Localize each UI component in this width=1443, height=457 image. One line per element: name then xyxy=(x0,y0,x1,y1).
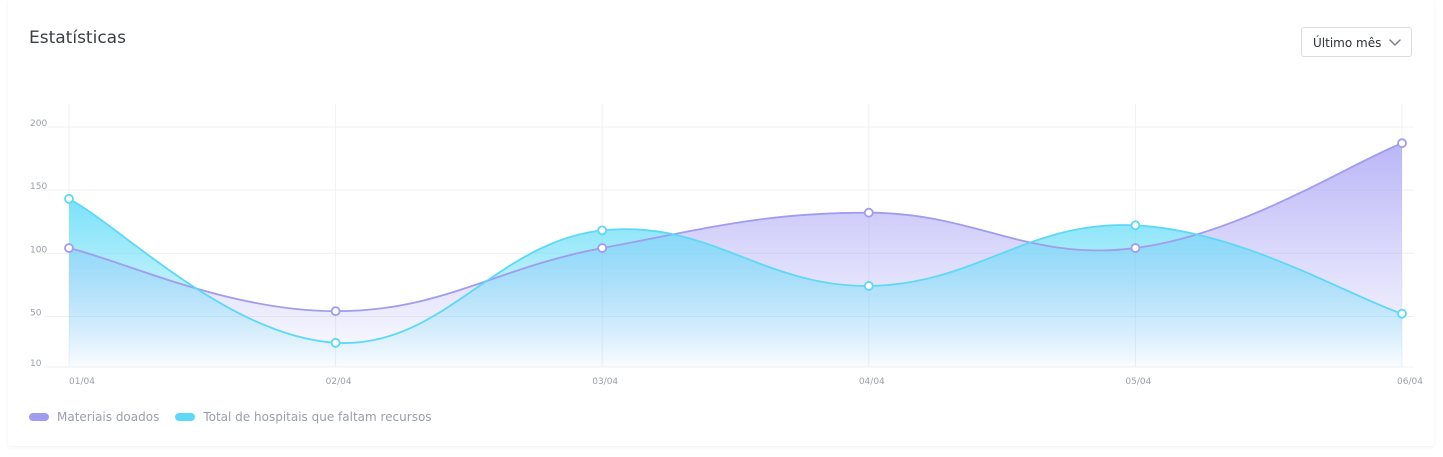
y-tick-label: 10 xyxy=(30,359,42,369)
point-hospitais[interactable] xyxy=(863,281,874,291)
statistics-card: Estatísticas Último mês Materiais doados… xyxy=(8,0,1434,446)
point-materiais[interactable] xyxy=(64,243,74,253)
period-select-value: Último mês xyxy=(1313,36,1382,50)
legend-swatch-materiais xyxy=(29,413,49,421)
point-materiais[interactable] xyxy=(1397,138,1407,149)
x-tick-label: 03/04 xyxy=(592,377,618,387)
points xyxy=(64,138,1407,348)
legend-label-hospitais: Total de hospitais que faltam recursos xyxy=(203,410,432,424)
x-tick-label: 04/04 xyxy=(859,377,885,387)
y-tick-label: 200 xyxy=(30,119,47,129)
legend-item-hospitais[interactable]: Total de hospitais que faltam recursos xyxy=(175,410,432,424)
x-tick-label: 02/04 xyxy=(326,377,352,387)
point-materiais[interactable] xyxy=(330,306,341,317)
point-hospitais[interactable] xyxy=(330,337,341,348)
line-hospitais xyxy=(68,197,1403,344)
point-hospitais[interactable] xyxy=(64,193,74,204)
line-materiais xyxy=(68,142,1403,313)
x-tick-label: 01/04 xyxy=(69,377,95,387)
chevron-down-icon xyxy=(1389,39,1401,46)
point-hospitais[interactable] xyxy=(597,225,608,236)
point-materiais[interactable] xyxy=(597,243,608,253)
lines xyxy=(68,142,1403,344)
y-tick-label: 100 xyxy=(30,245,47,255)
point-materiais[interactable] xyxy=(863,207,874,218)
y-tick-label: 50 xyxy=(30,308,42,318)
y-tick-label: 150 xyxy=(30,182,47,192)
area-hospitais xyxy=(69,198,1402,367)
point-hospitais[interactable] xyxy=(1130,220,1141,231)
card-title: Estatísticas xyxy=(29,28,126,48)
chart-legend: Materiais doados Total de hospitais que … xyxy=(29,410,448,424)
legend-swatch-hospitais xyxy=(175,413,196,421)
axis-labels: 10 50 100 150 200 01/04 02/04 03/04 04/04 05/04 06… xyxy=(30,119,1423,387)
x-tick-label: 05/04 xyxy=(1125,377,1151,387)
legend-label-materiais: Materiais doados xyxy=(57,410,160,424)
point-hospitais[interactable] xyxy=(1397,308,1407,319)
period-select[interactable]: Último mês xyxy=(1301,27,1412,57)
legend-item-materiais[interactable]: Materiais doados xyxy=(29,410,159,424)
x-tick-label: 06/04 xyxy=(1397,377,1423,387)
point-materiais[interactable] xyxy=(1130,243,1141,253)
